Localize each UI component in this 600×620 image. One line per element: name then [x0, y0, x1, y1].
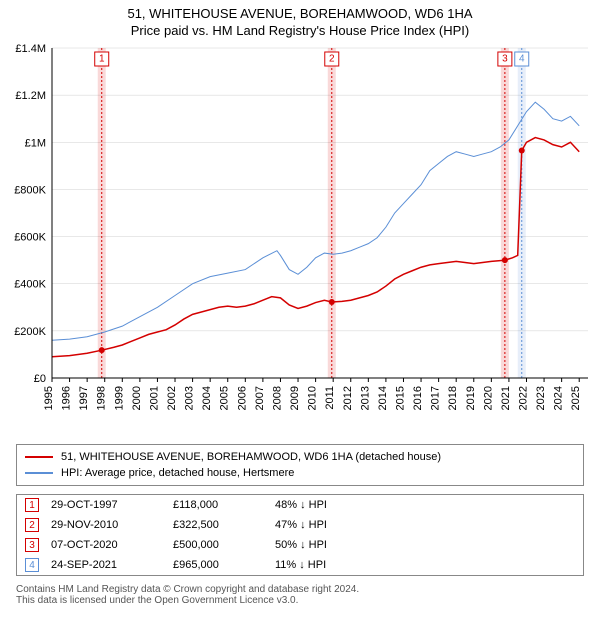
- legend-swatch: [25, 456, 53, 458]
- svg-text:3: 3: [502, 54, 508, 65]
- title-block: 51, WHITEHOUSE AVENUE, BOREHAMWOOD, WD6 …: [0, 0, 600, 38]
- svg-text:2000: 2000: [131, 386, 143, 410]
- legend-row: HPI: Average price, detached house, Hert…: [25, 465, 575, 481]
- legend-row: 51, WHITEHOUSE AVENUE, BOREHAMWOOD, WD6 …: [25, 449, 575, 465]
- svg-text:2022: 2022: [517, 386, 529, 410]
- svg-text:£400K: £400K: [14, 279, 46, 291]
- svg-text:2003: 2003: [184, 386, 196, 410]
- footer-line-1: Contains HM Land Registry data © Crown c…: [16, 584, 584, 595]
- svg-text:2007: 2007: [254, 386, 266, 410]
- svg-text:2005: 2005: [219, 386, 231, 410]
- svg-text:2021: 2021: [500, 386, 512, 410]
- svg-text:1995: 1995: [43, 386, 55, 410]
- sales-row: 1 29-OCT-1997 £118,000 48% ↓ HPI: [17, 495, 583, 515]
- legend-swatch: [25, 472, 53, 474]
- svg-text:2016: 2016: [412, 386, 424, 410]
- svg-text:2010: 2010: [307, 386, 319, 410]
- sale-diff: 50% ↓ HPI: [275, 539, 575, 551]
- sales-row: 3 07-OCT-2020 £500,000 50% ↓ HPI: [17, 535, 583, 555]
- sales-row: 4 24-SEP-2021 £965,000 11% ↓ HPI: [17, 555, 583, 575]
- svg-text:2004: 2004: [201, 386, 213, 410]
- sale-price: £965,000: [173, 559, 263, 571]
- svg-text:£800K: £800K: [14, 184, 46, 196]
- sale-date: 29-NOV-2010: [51, 519, 161, 531]
- svg-text:2012: 2012: [342, 386, 354, 410]
- svg-text:2011: 2011: [324, 386, 336, 410]
- chart-subtitle: Price paid vs. HM Land Registry's House …: [0, 23, 600, 38]
- svg-text:£600K: £600K: [14, 232, 46, 244]
- sale-date: 07-OCT-2020: [51, 539, 161, 551]
- svg-text:2: 2: [329, 54, 335, 65]
- svg-text:2013: 2013: [359, 386, 371, 410]
- svg-text:2009: 2009: [289, 386, 301, 410]
- footer: Contains HM Land Registry data © Crown c…: [16, 584, 584, 606]
- svg-text:1997: 1997: [78, 386, 90, 410]
- sales-table: 1 29-OCT-1997 £118,000 48% ↓ HPI 2 29-NOV-201…: [16, 494, 584, 576]
- chart-svg: £0 £200K £400K £600K £800K £1M £1.2M £1.4M 1 2 34 1…: [0, 38, 600, 438]
- sale-date: 24-SEP-2021: [51, 559, 161, 571]
- sales-row: 2 29-NOV-2010 £322,500 47% ↓ HPI: [17, 515, 583, 535]
- svg-text:£200K: £200K: [14, 326, 46, 338]
- svg-text:2001: 2001: [148, 386, 160, 410]
- footer-line-2: This data is licensed under the Open Gov…: [16, 595, 584, 606]
- sale-diff: 48% ↓ HPI: [275, 499, 575, 511]
- sale-marker: 4: [25, 558, 39, 572]
- sale-marker: 3: [25, 538, 39, 552]
- svg-text:£1M: £1M: [25, 137, 46, 149]
- sale-price: £500,000: [173, 539, 263, 551]
- svg-text:2017: 2017: [430, 386, 442, 410]
- svg-text:2002: 2002: [166, 386, 178, 410]
- sale-marker: 2: [25, 518, 39, 532]
- svg-text:1998: 1998: [96, 386, 108, 410]
- sale-marker: 1: [25, 498, 39, 512]
- sale-price: £118,000: [173, 499, 263, 511]
- svg-text:2006: 2006: [236, 386, 248, 410]
- svg-text:£1.4M: £1.4M: [15, 43, 46, 55]
- svg-text:2020: 2020: [482, 386, 494, 410]
- svg-text:2025: 2025: [570, 386, 582, 410]
- svg-text:2019: 2019: [465, 386, 477, 410]
- chart-title: 51, WHITEHOUSE AVENUE, BOREHAMWOOD, WD6 …: [0, 6, 600, 21]
- legend-label: 51, WHITEHOUSE AVENUE, BOREHAMWOOD, WD6 …: [61, 451, 441, 463]
- legend-label: HPI: Average price, detached house, Hert…: [61, 467, 294, 479]
- sale-date: 29-OCT-1997: [51, 499, 161, 511]
- svg-text:1996: 1996: [61, 386, 73, 410]
- sale-diff: 11% ↓ HPI: [275, 559, 575, 571]
- svg-text:4: 4: [519, 54, 525, 65]
- svg-text:2023: 2023: [535, 386, 547, 410]
- svg-text:2014: 2014: [377, 386, 389, 410]
- svg-text:2018: 2018: [447, 386, 459, 410]
- svg-text:2008: 2008: [271, 386, 283, 410]
- svg-text:1999: 1999: [113, 386, 125, 410]
- chart: £0 £200K £400K £600K £800K £1M £1.2M £1.4M 1 2 34 1…: [0, 38, 600, 438]
- svg-text:2024: 2024: [553, 386, 565, 410]
- svg-text:£0: £0: [34, 373, 46, 385]
- sale-price: £322,500: [173, 519, 263, 531]
- legend: 51, WHITEHOUSE AVENUE, BOREHAMWOOD, WD6 …: [16, 444, 584, 486]
- svg-text:2015: 2015: [394, 386, 406, 410]
- svg-text:1: 1: [99, 54, 105, 65]
- sale-diff: 47% ↓ HPI: [275, 519, 575, 531]
- svg-text:£1.2M: £1.2M: [15, 90, 46, 102]
